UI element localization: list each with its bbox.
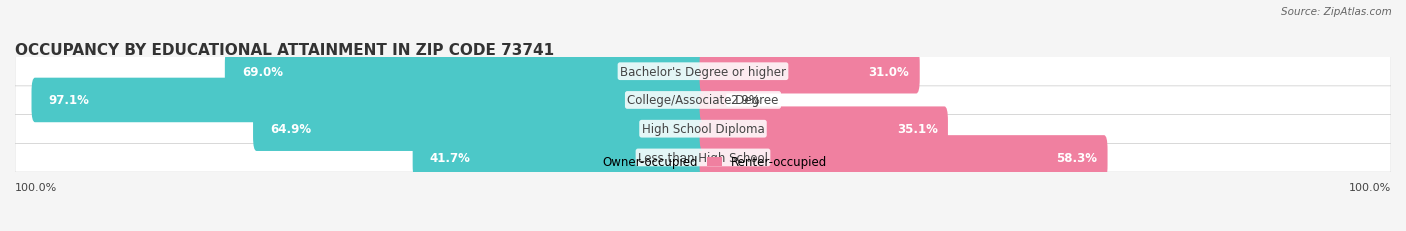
Text: Less than High School: Less than High School	[638, 151, 768, 164]
Text: OCCUPANCY BY EDUCATIONAL ATTAINMENT IN ZIP CODE 73741: OCCUPANCY BY EDUCATIONAL ATTAINMENT IN Z…	[15, 43, 554, 58]
FancyBboxPatch shape	[15, 86, 1391, 115]
Text: Bachelor's Degree or higher: Bachelor's Degree or higher	[620, 65, 786, 78]
Text: 2.9%: 2.9%	[730, 94, 759, 107]
Text: 69.0%: 69.0%	[242, 65, 283, 78]
FancyBboxPatch shape	[700, 107, 948, 151]
FancyBboxPatch shape	[15, 143, 1391, 172]
FancyBboxPatch shape	[700, 136, 1108, 180]
Text: 97.1%: 97.1%	[49, 94, 90, 107]
FancyBboxPatch shape	[15, 57, 1391, 86]
Text: 64.9%: 64.9%	[270, 123, 311, 136]
FancyBboxPatch shape	[700, 78, 727, 123]
Text: 41.7%: 41.7%	[430, 151, 471, 164]
FancyBboxPatch shape	[31, 78, 706, 123]
Text: 100.0%: 100.0%	[15, 182, 58, 192]
FancyBboxPatch shape	[253, 107, 706, 151]
Text: College/Associate Degree: College/Associate Degree	[627, 94, 779, 107]
Text: 31.0%: 31.0%	[869, 65, 910, 78]
Text: 58.3%: 58.3%	[1056, 151, 1097, 164]
FancyBboxPatch shape	[15, 115, 1391, 144]
Legend: Owner-occupied, Renter-occupied: Owner-occupied, Renter-occupied	[579, 155, 827, 168]
FancyBboxPatch shape	[700, 50, 920, 94]
FancyBboxPatch shape	[225, 50, 706, 94]
Text: 100.0%: 100.0%	[1348, 182, 1391, 192]
Text: Source: ZipAtlas.com: Source: ZipAtlas.com	[1281, 7, 1392, 17]
Text: High School Diploma: High School Diploma	[641, 123, 765, 136]
FancyBboxPatch shape	[413, 136, 706, 180]
Text: 35.1%: 35.1%	[897, 123, 938, 136]
